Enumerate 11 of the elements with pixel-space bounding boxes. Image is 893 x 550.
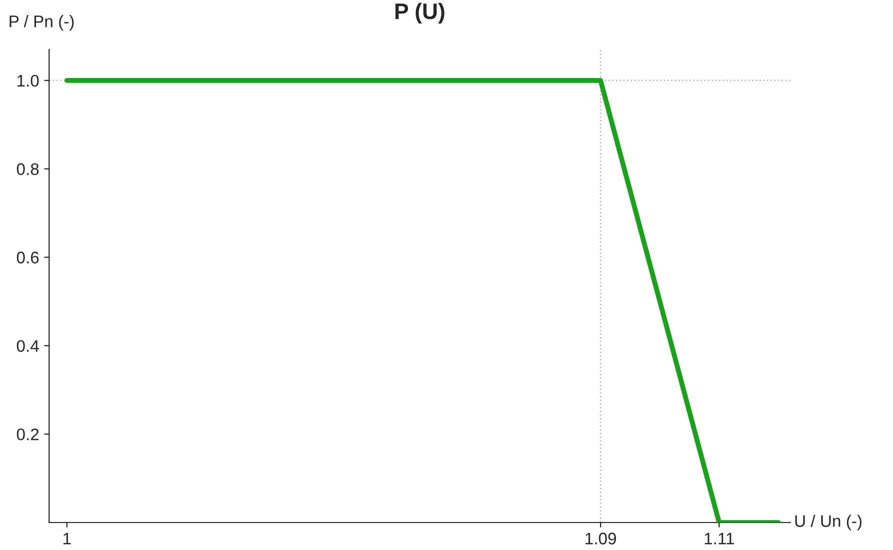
- y-tick-label: 0.4: [16, 340, 39, 352]
- x-axis-title: U / Un (-): [795, 514, 862, 530]
- y-tick-label: 1.0: [17, 74, 39, 87]
- x-tick-label: 1: [64, 532, 71, 544]
- x-tick-label: 1.11: [704, 532, 734, 544]
- y-tick-label: 0.6: [16, 252, 39, 264]
- y-tick-label: 0.2: [16, 428, 39, 440]
- chart-title: P (U): [395, 2, 444, 24]
- y-axis-title: P / Pn (-): [10, 15, 74, 31]
- y-tick-label: 0.8: [16, 163, 39, 176]
- x-tick-label: 1.09: [586, 532, 616, 544]
